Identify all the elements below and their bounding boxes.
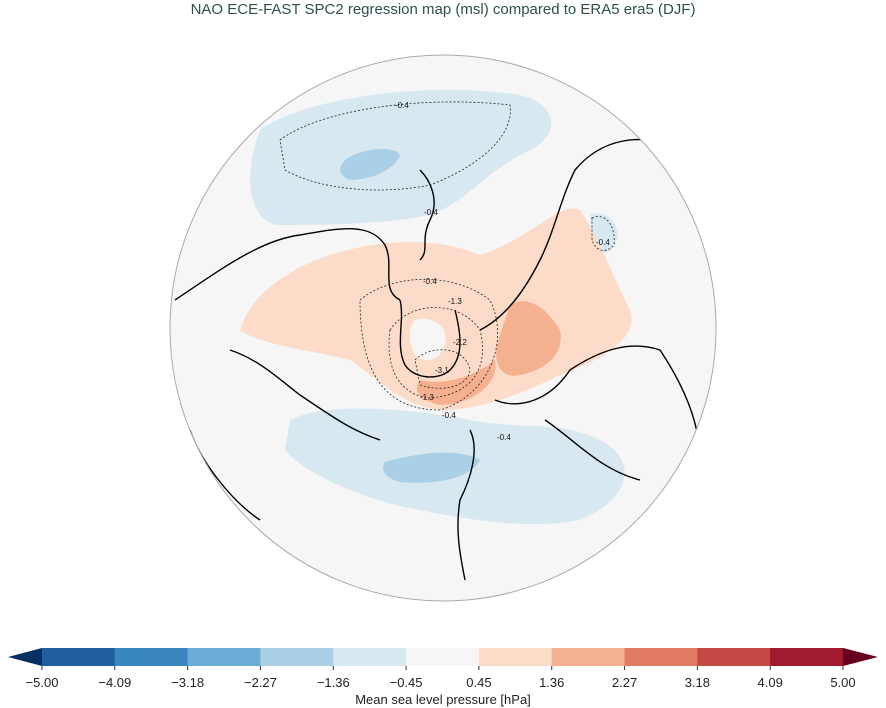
figure-title: NAO ECE-FAST SPC2 regression map (msl) c… [190, 1, 696, 18]
colorbar-tick-label: 2.27 [611, 675, 638, 690]
colorbar [8, 648, 878, 670]
contour-label: -3.1 [435, 366, 449, 375]
colorbar-tick-label: 0.45 [466, 675, 492, 690]
negative-anomaly-pacific-core [340, 148, 400, 180]
colorbar-tick-label: −2.27 [244, 675, 277, 690]
contour-arctic-2 [388, 307, 483, 399]
colorbar-tick-label: −3.18 [171, 675, 205, 690]
contour-label: -1.3 [448, 297, 462, 306]
positive-anomaly-europe-core [496, 301, 561, 376]
colorbar-tick-label: −1.36 [316, 675, 350, 690]
contour-label: -0.4 [497, 433, 511, 442]
contour-label: -0.4 [423, 277, 437, 286]
colorbar-under-arrow [8, 648, 42, 666]
colorbar-bin [478, 648, 553, 666]
colorbar-bin [260, 648, 334, 666]
negative-anomaly-atlantic-core [383, 452, 480, 483]
colorbar-over-arrow [843, 648, 878, 666]
colorbar-bin [114, 648, 189, 666]
map-boundary [169, 54, 717, 602]
colorbar-bin [770, 648, 844, 666]
contours [279, 101, 615, 411]
colorbar-bin [42, 648, 116, 666]
contour-arctic-3 [414, 349, 471, 389]
contour-label: -0.4 [442, 411, 456, 420]
colorbar-bin [697, 648, 771, 666]
contour-label: -0.4 [424, 208, 438, 217]
colorbar-tick-label: 4.09 [757, 675, 783, 690]
colorbar-bin [624, 648, 698, 666]
colorbar-bin [333, 648, 407, 666]
colorbar-tick-label: 1.36 [539, 675, 565, 690]
colorbar-tick-label: −4.09 [98, 675, 132, 690]
colorbar-tick-label: −5.00 [25, 675, 59, 690]
colorbar-tick-label: 5.00 [830, 675, 856, 690]
contour-pacific [279, 101, 511, 191]
contour-label: -2.2 [453, 338, 467, 347]
contour-arctic-1 [359, 278, 498, 411]
colorbar-label: Mean sea level pressure [hPa] [355, 692, 531, 707]
pressure-anomaly-fields [240, 89, 632, 525]
colorbar-tick-label: 3.18 [684, 675, 711, 690]
contour-label: -0.4 [596, 238, 610, 247]
contour-label: -1.3 [420, 393, 434, 402]
positive-anomaly-greenland-core [416, 360, 496, 405]
colorbar-bin [551, 648, 626, 666]
colorbar-bin [187, 648, 261, 666]
colorbar-bin [406, 648, 480, 666]
contour-labels: -0.4 -0.4 -0.4 -0.4 -1.3 -2.2 -3.1 -1.3 … [395, 101, 610, 442]
contour-label: -0.4 [395, 101, 409, 110]
colorbar-tick-label: −0.45 [389, 675, 423, 690]
negative-anomaly-pacific [250, 89, 552, 226]
